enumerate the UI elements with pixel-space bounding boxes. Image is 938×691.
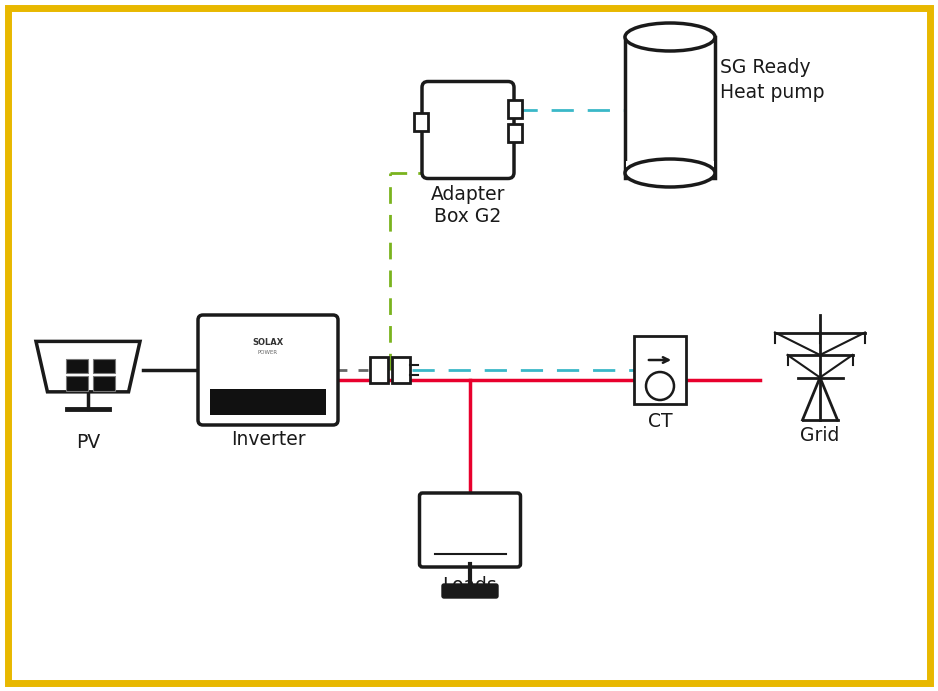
Bar [67,376,88,391]
Text: Inverter: Inverter [231,430,305,449]
Bar [93,359,115,373]
FancyBboxPatch shape [419,493,521,567]
Text: Loads: Loads [443,576,497,595]
Bar [93,376,115,391]
Bar [414,113,428,131]
FancyBboxPatch shape [198,315,338,425]
Bar [626,161,714,173]
Text: PV: PV [76,433,100,452]
Bar [210,389,326,415]
Bar [508,124,522,142]
Bar [392,357,410,383]
Ellipse shape [625,159,715,187]
Ellipse shape [625,23,715,51]
Text: Adapter
Box G2: Adapter Box G2 [431,185,506,226]
Text: CT: CT [647,412,673,431]
FancyBboxPatch shape [422,82,514,178]
Text: SG Ready
Heat pump: SG Ready Heat pump [720,58,825,102]
FancyBboxPatch shape [442,584,498,598]
Text: Grid: Grid [800,426,840,445]
Bar [508,100,522,117]
Bar [634,336,686,404]
Bar [67,359,88,373]
Text: POWER: POWER [258,350,278,354]
Text: SOLAX: SOLAX [252,337,283,346]
Bar [625,37,715,178]
Bar [370,357,388,383]
